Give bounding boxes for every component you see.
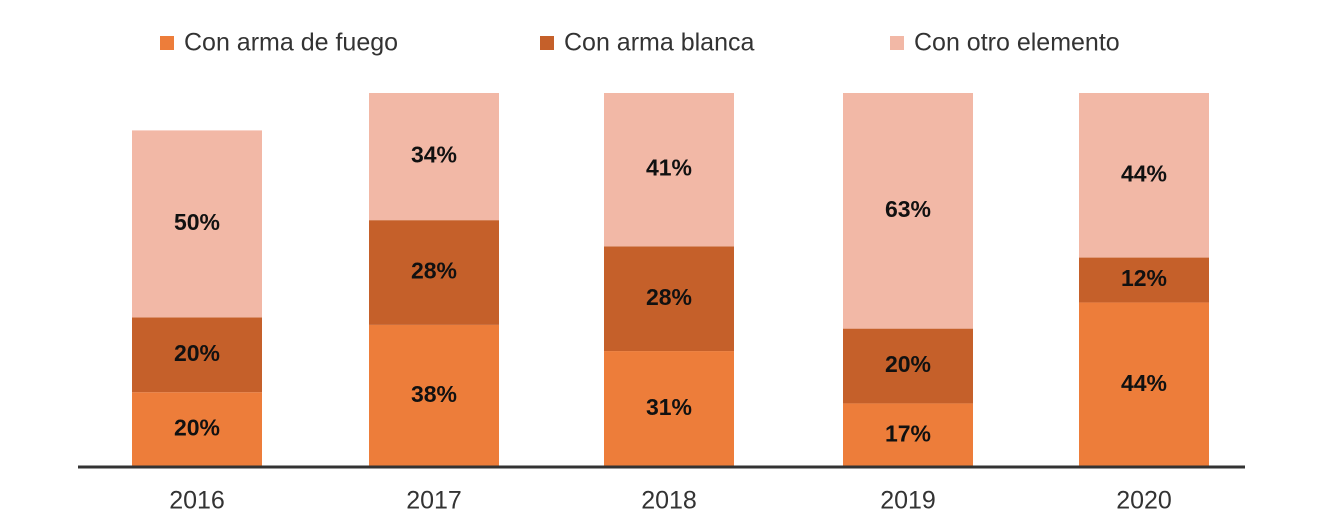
legend-swatch	[540, 36, 554, 50]
data-label: 41%	[646, 155, 692, 181]
data-label: 12%	[1121, 265, 1167, 291]
data-label: 63%	[885, 196, 931, 222]
bar-segment	[1079, 93, 1209, 258]
bar-segment	[369, 220, 499, 325]
data-label: 28%	[646, 284, 692, 310]
bar-segment	[369, 93, 499, 221]
data-label: 20%	[885, 351, 931, 377]
bar-segment	[132, 130, 262, 318]
bar-segment	[843, 328, 973, 404]
bar-segment	[604, 246, 734, 352]
data-label: 20%	[174, 340, 220, 366]
data-label: 34%	[411, 142, 457, 168]
data-label: 44%	[1121, 160, 1167, 186]
bar-segment	[843, 93, 973, 329]
data-label: 38%	[411, 381, 457, 407]
data-label: 44%	[1121, 370, 1167, 396]
bar-segment	[843, 403, 973, 467]
bar-segment	[132, 317, 262, 393]
x-tick-label: 2016	[169, 487, 225, 515]
data-label: 50%	[174, 209, 220, 235]
bar-segment	[1079, 302, 1209, 467]
x-tick-label: 2020	[1116, 487, 1172, 515]
legend-label: Con arma de fuego	[184, 29, 398, 57]
bar-segment	[604, 351, 734, 467]
legend-label: Con otro elemento	[914, 29, 1120, 57]
data-label: 31%	[646, 394, 692, 420]
x-tick-label: 2017	[406, 487, 462, 515]
bar-segment	[369, 324, 499, 467]
bar-segment	[132, 392, 262, 467]
data-label: 17%	[885, 420, 931, 446]
bar-segment	[1079, 257, 1209, 303]
data-label: 28%	[411, 258, 457, 284]
legend-swatch	[890, 36, 904, 50]
legend-swatch	[160, 36, 174, 50]
legend-label: Con arma blanca	[564, 29, 754, 57]
x-tick-label: 2019	[880, 487, 936, 515]
data-label: 20%	[174, 415, 220, 441]
bar-segment	[604, 93, 734, 247]
x-tick-label: 2018	[641, 487, 697, 515]
